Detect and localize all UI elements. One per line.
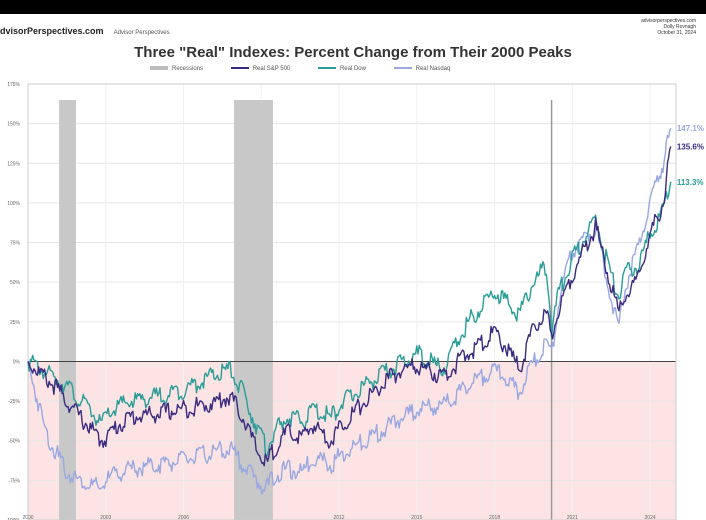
legend-swatch (317, 67, 336, 70)
end-value-label: 113.3% (677, 178, 704, 187)
chart-legend: Recessions Real S&P 500 Real Dow Real Na… (150, 66, 476, 72)
legend-swatch (150, 66, 168, 71)
chart-frame: dvisorPerspectives.com Advisor Perspectiv… (0, 14, 706, 520)
x-tick-label: 2024 (645, 515, 656, 520)
end-value-label: 147.1% (677, 124, 704, 133)
x-tick-label: 2021 (567, 515, 578, 520)
y-tick-label: -100% (6, 518, 21, 520)
legend-item-dow: Real Dow (317, 66, 366, 72)
y-tick-label: -50% (8, 439, 20, 445)
y-tick-label: 150% (7, 122, 20, 128)
y-tick-label: -75% (8, 478, 20, 484)
y-tick-label: 50% (10, 280, 21, 286)
x-tick-label: 2012 (333, 515, 344, 520)
legend-label: Real Dow (339, 66, 366, 72)
legend-item-nasdaq: Real Nasdaq (393, 66, 451, 72)
x-tick-label: 2018 (489, 515, 500, 520)
x-tick-label: 2003 (100, 515, 111, 520)
legend-swatch (230, 67, 249, 70)
chart-title: Three "Real" Indexes: Percent Change fro… (134, 44, 572, 61)
y-tick-label: 125% (7, 161, 20, 167)
brand-subtitle: Advisor Perspectives (113, 30, 170, 36)
brand-name: dvisorPerspectives.com (0, 26, 104, 36)
y-tick-label: 100% (7, 201, 20, 207)
legend-swatch (393, 67, 412, 70)
series-line-real-nasdaq (27, 127, 672, 495)
legend-item-recessions: Recessions (150, 66, 203, 72)
legend-label: Real Nasdaq (415, 66, 451, 72)
source-line: October 31, 2024 (657, 30, 696, 36)
plot-border (27, 83, 677, 520)
y-tick-label: 0% (13, 359, 21, 365)
end-value-label: 135.6% (677, 142, 704, 151)
series-line-real-s-p-500 (27, 146, 672, 467)
brand-logo: dvisorPerspectives.com Advisor Perspectiv… (0, 26, 170, 36)
y-tick-label: 75% (10, 241, 21, 247)
x-tick-label: 2006 (178, 515, 189, 520)
y-tick-label: 175% (7, 82, 20, 88)
line-chart: 175% 150% 125% 100% 75% 50% 25% 0% -25% -50% -75% -… (6, 82, 704, 520)
legend-item-sp500: Real S&P 500 (230, 66, 291, 72)
recession-bar (234, 100, 273, 520)
y-tick-label: 25% (10, 320, 21, 326)
y-tick-label: -25% (8, 399, 20, 405)
source-line: advisorperspectives.com (640, 18, 696, 24)
x-tick-label: 2015 (411, 515, 422, 520)
source-credit: advisorperspectives.com Dolly Rovnagh Oc… (641, 18, 696, 36)
recession-bar (59, 100, 76, 520)
source-line: Dolly Rovnagh (663, 24, 696, 30)
series-line-real-dow (27, 181, 672, 459)
legend-label: Recessions (172, 66, 204, 72)
legend-label: Real S&P 500 (252, 66, 291, 72)
